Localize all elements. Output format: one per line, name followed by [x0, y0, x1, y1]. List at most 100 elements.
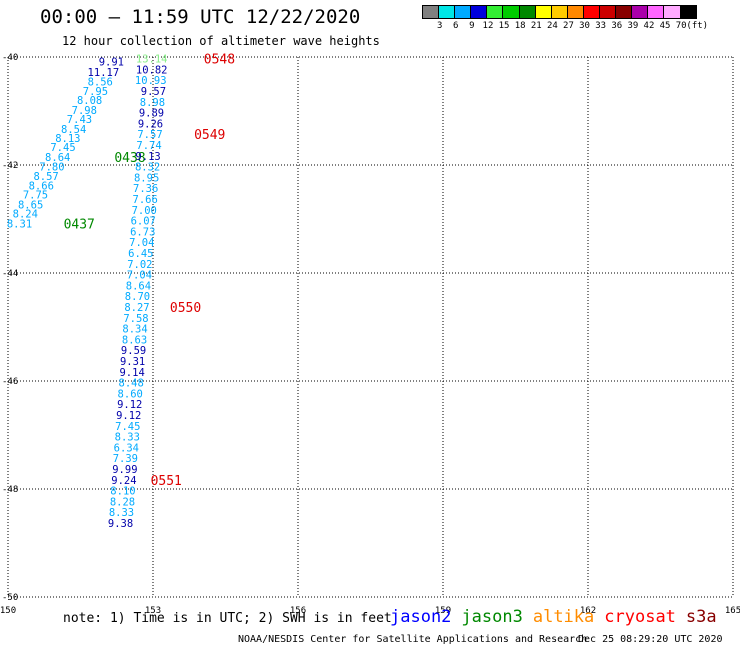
x-tick-label: 159: [435, 606, 451, 616]
legend-label: (ft): [686, 21, 709, 31]
wave-height-label: 8.56: [88, 76, 113, 88]
satellite-name: jason3: [461, 607, 523, 627]
legend-label: 12: [482, 21, 494, 31]
y-tick-label: -50: [2, 593, 18, 603]
satellite-name: cryosat: [604, 607, 676, 627]
chart-subtitle: 12 hour collection of altimeter wave hei…: [62, 34, 380, 48]
legend-label: 70: [675, 21, 687, 31]
wave-height-label: 8.70: [125, 291, 150, 303]
wave-height-label: 10.93: [135, 75, 167, 87]
wave-height-label: 7.00: [132, 205, 157, 217]
units-note: note: 1) Time is in UTC; 2) SWH is in fe…: [63, 611, 392, 626]
legend-label: 24: [546, 21, 558, 31]
wave-height-label: 8.64: [126, 280, 151, 292]
y-tick-label: -46: [2, 377, 18, 387]
wave-height-label: 11.17: [88, 67, 120, 79]
legend-swatch: [615, 5, 633, 19]
wave-height-label: 9.24: [111, 475, 136, 487]
wave-height-label: 8.08: [77, 95, 102, 107]
legend-swatch: [518, 5, 536, 19]
wave-height-label: 9.31: [120, 356, 145, 368]
legend-swatch: [566, 5, 584, 19]
legend-label: 3: [436, 21, 443, 31]
wave-height-label: 7.74: [136, 140, 161, 152]
color-legend: [422, 5, 697, 19]
satellite-legend: jason2 jason3 altika cryosat s3a: [390, 607, 727, 627]
x-tick-label: 150: [0, 606, 16, 616]
wave-height-label: 8.65: [18, 199, 43, 211]
pass-time-label: 0437: [64, 217, 95, 232]
wave-height-label: 9.12: [117, 399, 142, 411]
legend-swatch: [647, 5, 665, 19]
legend-swatch: [534, 5, 552, 19]
wave-height-label: 7.75: [23, 190, 48, 202]
wave-height-label: 9.59: [121, 345, 146, 357]
wave-height-label: 7.66: [133, 194, 158, 206]
wave-height-label: 7.95: [83, 86, 108, 98]
legend-label: 27: [563, 21, 574, 31]
satellite-name: s3a: [685, 607, 717, 627]
y-tick-label: -40: [2, 53, 18, 63]
wave-height-label: 8.13: [55, 133, 80, 145]
legend-label: 6: [453, 21, 459, 31]
wave-height-label: 10.82: [136, 64, 168, 76]
wave-height-label: 8.10: [110, 486, 135, 498]
x-tick-label: 162: [580, 606, 596, 616]
wave-height-label: 9.99: [112, 464, 137, 476]
legend-label: 33: [595, 21, 607, 31]
legend-swatch: [550, 5, 568, 19]
legend-swatch: [502, 5, 520, 19]
pass-time-label: 0549: [194, 128, 225, 143]
wave-height-label: 9.57: [141, 86, 166, 98]
legend-swatch: [470, 5, 488, 19]
legend-label: 39: [627, 21, 639, 31]
legend-swatch: [582, 5, 601, 19]
wave-height-label: 8.63: [122, 334, 147, 346]
wave-height-label: 8.28: [110, 496, 135, 508]
pass-time-label: 0548: [204, 53, 235, 68]
legend-swatch: [486, 5, 504, 19]
wave-height-label: 8.66: [29, 181, 54, 193]
legend-label: 36: [611, 21, 623, 31]
wave-height-label: 7.43: [67, 114, 92, 126]
y-tick-label: -42: [2, 161, 18, 171]
wave-height-label: 8.33: [115, 432, 140, 444]
wave-height-label: 9.89: [139, 108, 164, 120]
credit-line: NOAA/NESDIS Center for Satellite Applica…: [238, 634, 588, 645]
wave-height-label: 9.14: [119, 367, 144, 379]
wave-height-label: 8.54: [61, 124, 86, 136]
pass-time-label: 0438: [114, 151, 145, 166]
wave-height-label: 8.57: [33, 171, 58, 183]
legend-swatch: [454, 5, 472, 19]
legend-label: 30: [579, 21, 590, 31]
legend-swatch: [422, 5, 440, 19]
legend-label: 21: [530, 21, 542, 31]
pass-time-label: 0550: [170, 301, 201, 316]
wave-height-label: 9.26: [138, 118, 163, 130]
legend-label: 45: [659, 21, 671, 31]
legend-swatch: [438, 5, 456, 19]
wave-height-label: 8.34: [122, 324, 147, 336]
wave-height-label: 13.14: [136, 54, 168, 66]
legend-label: 15: [498, 21, 510, 31]
legend-label: 9: [469, 21, 475, 31]
wave-height-label: 6.45: [128, 248, 153, 260]
satellite-name: jason2: [390, 607, 452, 627]
wave-height-label: 8.64: [45, 152, 70, 164]
legend-swatch: [631, 5, 649, 19]
legend-label: 42: [643, 21, 655, 31]
wave-height-label: 7.39: [113, 453, 138, 465]
wave-height-label: 8.48: [119, 378, 144, 390]
wave-height-label: 7.36: [133, 183, 158, 195]
wave-height-label: 7.04: [129, 237, 154, 249]
wave-height-label: 9.38: [108, 518, 133, 530]
wave-height-label: 6.34: [114, 442, 139, 454]
y-tick-label: -44: [2, 269, 18, 279]
wave-height-label: 8.27: [124, 302, 149, 314]
wave-height-label: 7.58: [123, 313, 148, 325]
wave-height-label: 8.60: [118, 388, 143, 400]
wave-height-label: 6.07: [131, 216, 156, 228]
x-tick-label: 153: [145, 606, 161, 616]
satellite-name: altika: [532, 607, 595, 627]
